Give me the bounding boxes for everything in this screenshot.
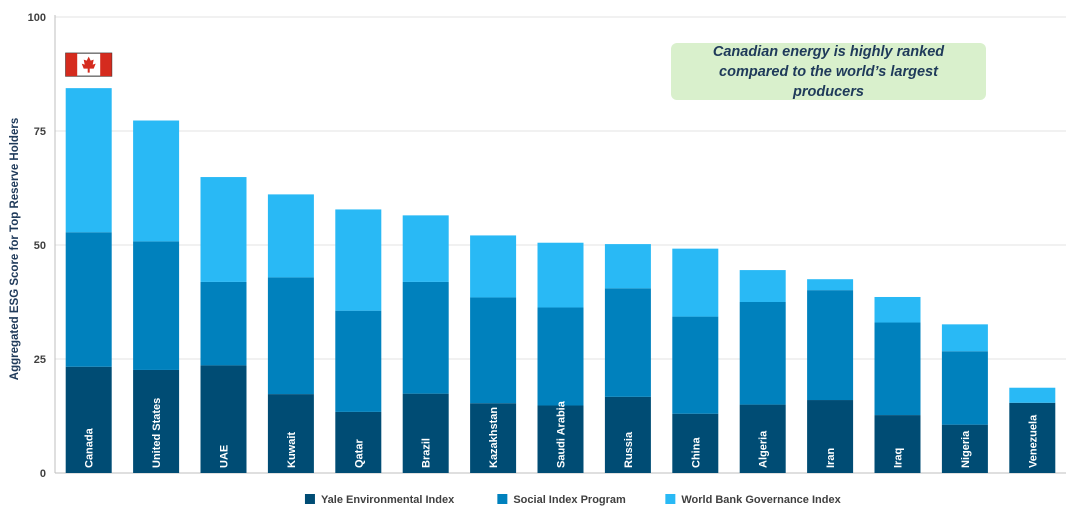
bar-nigeria-world-bank-governance-index	[942, 324, 988, 351]
bar-canada-social-index-program	[66, 232, 112, 367]
bar-kazakhstan-social-index-program	[470, 297, 516, 403]
bar-qatar-world-bank-governance-index	[335, 209, 381, 310]
bar-iran-world-bank-governance-index	[807, 279, 853, 290]
y-tick-label-75: 75	[34, 126, 46, 138]
category-label-venezuela: Venezuela	[1027, 414, 1039, 468]
flag-left-band	[66, 53, 78, 76]
bar-brazil-social-index-program	[403, 282, 449, 394]
category-label-uae: UAE	[219, 445, 231, 468]
bar-china-social-index-program	[672, 317, 718, 414]
legend-swatch-yale-environmental-index	[305, 494, 315, 504]
category-label-united-states: United States	[151, 398, 163, 468]
bar-algeria-social-index-program	[740, 302, 786, 405]
legend-swatch-social-index-program	[497, 494, 507, 504]
legend-label-social-index-program: Social Index Program	[513, 494, 626, 506]
legend: Yale Environmental Index Social Index Pro…	[305, 494, 842, 506]
category-label-saudi-arabia: Saudi Arabia	[556, 400, 568, 468]
bar-russia-social-index-program	[605, 288, 651, 397]
bar-iran-social-index-program	[807, 290, 853, 400]
y-tick-label-100: 100	[28, 12, 46, 24]
bar-uae-world-bank-governance-index	[201, 177, 247, 282]
bar-iraq-social-index-program	[875, 323, 921, 416]
bar-uae-social-index-program	[201, 282, 247, 365]
y-tick-label-25: 25	[34, 354, 46, 366]
bar-brazil-world-bank-governance-index	[403, 215, 449, 282]
y-axis-title: Aggregated ESG Score for Top Reserve Hol…	[9, 118, 21, 380]
y-tick-label-0: 0	[40, 468, 46, 480]
category-label-nigeria: Nigeria	[960, 430, 972, 468]
legend-swatch-world-bank-governance-index	[665, 494, 675, 504]
bar-iraq-world-bank-governance-index	[875, 297, 921, 323]
bar-russia-world-bank-governance-index	[605, 244, 651, 288]
bar-china-world-bank-governance-index	[672, 249, 718, 317]
bar-kazakhstan-world-bank-governance-index	[470, 235, 516, 297]
legend-label-yale-environmental-index: Yale Environmental Index	[321, 494, 455, 506]
category-label-algeria: Algeria	[758, 430, 770, 468]
category-label-iraq: Iraq	[893, 448, 905, 468]
category-label-brazil: Brazil	[421, 438, 433, 468]
bar-united-states-social-index-program	[133, 241, 179, 370]
bar-kuwait-world-bank-governance-index	[268, 194, 314, 277]
bar-qatar-social-index-program	[335, 311, 381, 412]
bar-algeria-world-bank-governance-index	[740, 270, 786, 302]
bar-saudi-arabia-social-index-program	[538, 307, 584, 405]
legend-label-world-bank-governance-index: World Bank Governance Index	[681, 494, 841, 506]
category-label-canada: Canada	[84, 427, 96, 468]
y-tick-label-50: 50	[34, 240, 46, 252]
category-label-iran: Iran	[825, 448, 837, 468]
bar-saudi-arabia-world-bank-governance-index	[538, 243, 584, 308]
bar-nigeria-social-index-program	[942, 351, 988, 424]
category-label-kazakhstan: Kazakhstan	[488, 407, 500, 468]
bar-canada-world-bank-governance-index	[66, 88, 112, 232]
bar-united-states-world-bank-governance-index	[133, 121, 179, 242]
category-label-qatar: Qatar	[353, 439, 365, 468]
category-label-kuwait: Kuwait	[286, 432, 298, 468]
bar-venezuela-world-bank-governance-index	[1009, 388, 1055, 403]
bar-kuwait-social-index-program	[268, 277, 314, 394]
canada-flag-icon	[66, 53, 112, 76]
chart-annotation: Canadian energy is highly ranked compare…	[671, 43, 986, 100]
flag-right-band	[100, 53, 112, 76]
category-label-russia: Russia	[623, 431, 635, 468]
category-label-china: China	[690, 437, 702, 468]
